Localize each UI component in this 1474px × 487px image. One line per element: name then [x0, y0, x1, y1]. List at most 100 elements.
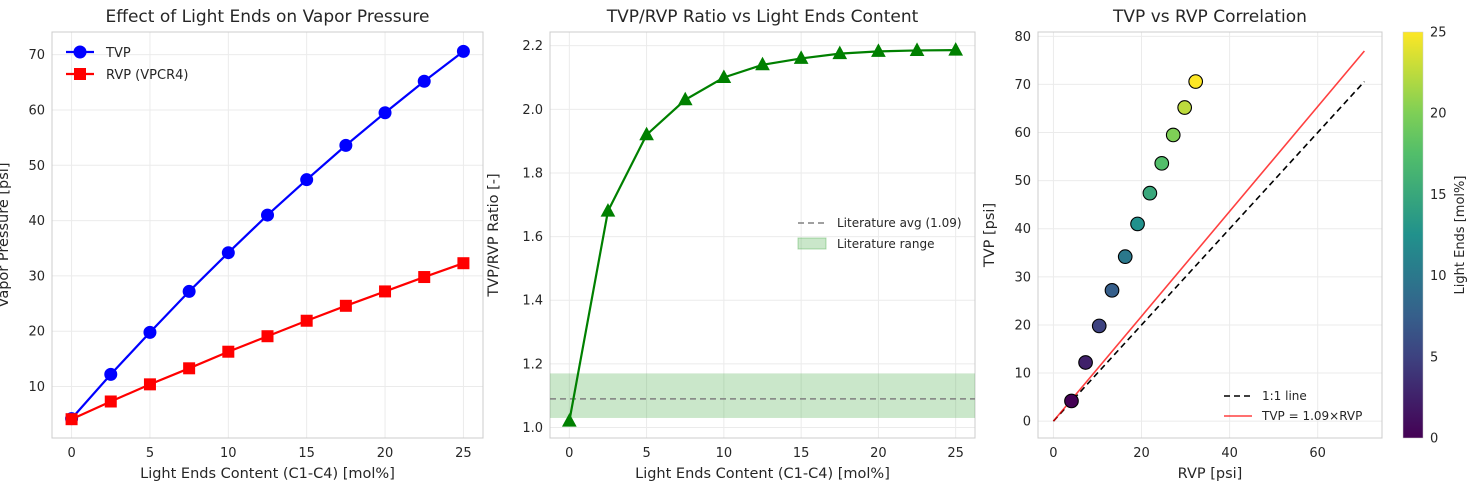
scatter-point: [1064, 393, 1079, 409]
scatter-point: [1104, 282, 1120, 298]
ratio-point: [832, 45, 848, 60]
y-tick-label: 1.0: [522, 421, 543, 436]
colorbar-tick-label: 20: [1430, 107, 1447, 122]
rvp-point: [65, 413, 78, 426]
y-tick-label: 60: [1014, 126, 1031, 141]
colorbar-bar: [1402, 31, 1424, 439]
fit-line: [1052, 50, 1365, 422]
ratio-point: [948, 42, 964, 56]
scatter-point: [1188, 74, 1204, 89]
y-tick-label: 50: [1014, 174, 1031, 189]
y-tick-label: 30: [28, 269, 45, 284]
y-tick-label: 0: [1023, 415, 1031, 430]
tvp-point: [339, 138, 353, 152]
tvp-point: [104, 367, 118, 381]
scatter-point: [1078, 355, 1093, 370]
scatter-point: [1165, 127, 1181, 143]
ratio-point: [909, 42, 925, 56]
legend: 1:1 line TVP = 1.09×RVP: [1224, 389, 1362, 423]
colorbar: 0 5 10 15 20 25 Light Ends [mol%]: [1402, 26, 1468, 447]
legend-label: Literature range: [837, 237, 934, 251]
tvp-point: [182, 284, 196, 298]
x-axis-label: Light Ends Content (C1-C4) [mol%]: [140, 466, 395, 482]
x-tick-label: 5: [642, 446, 650, 461]
x-tick-label: 15: [298, 446, 315, 461]
rvp-point: [457, 257, 470, 270]
x-tick-label: 15: [793, 446, 810, 461]
tvp-point: [378, 106, 392, 120]
rvp-point: [300, 314, 313, 327]
one-to-one-line: [1052, 81, 1365, 422]
x-tick-label: 20: [870, 446, 887, 461]
plot-frame: [549, 31, 976, 439]
x-tick-label: 0: [67, 446, 75, 461]
y-tick-label: 50: [28, 159, 45, 174]
colorbar-label: Light Ends [mol%]: [1453, 176, 1468, 295]
y-axis-label: TVP [psi]: [982, 203, 998, 268]
y-tick-label: 40: [28, 214, 45, 229]
colorbar-tick-label: 5: [1430, 350, 1438, 365]
y-tick-label: 80: [1014, 30, 1031, 45]
legend: TVP RVP (VPCR4): [66, 45, 188, 83]
plot-frame: [1037, 31, 1383, 439]
y-axis-label: Vapor Pressure [psi]: [0, 163, 12, 308]
x-tick-label: 40: [1221, 446, 1238, 461]
legend-label: 1:1 line: [1262, 389, 1307, 403]
y-tick-label: 70: [1014, 78, 1031, 93]
x-tick-label: 0: [1049, 446, 1057, 461]
y-tick-label: 10: [1014, 367, 1031, 382]
legend-label: Literature avg (1.09): [837, 216, 962, 230]
y-tick-label: 1.2: [522, 357, 543, 372]
y-tick-label: 1.4: [522, 294, 543, 309]
tvp-point: [261, 208, 274, 222]
axes-3: 0 20 40 60 0 10 20 30 40 50 60 70 80 TVP vs RVP Corre…: [982, 7, 1383, 482]
ratio-point: [755, 56, 770, 71]
ratio-point: [871, 43, 886, 57]
ratio-point: [677, 91, 693, 106]
legend-marker: [73, 45, 87, 59]
colorbar-tick-label: 15: [1430, 188, 1447, 203]
legend-label: TVP: [105, 46, 131, 61]
x-tick-label: 0: [565, 446, 573, 461]
ratio-point: [793, 50, 809, 64]
y-axis-label: TVP/RVP Ratio [-]: [486, 173, 502, 297]
x-tick-label: 5: [146, 446, 154, 461]
axes-2: 0 5 10 15 20 25 1.0 1.2 1.4 1.6 1.8 2.0 2.2 TVP/RVP R…: [486, 7, 976, 482]
ratio-point: [561, 413, 577, 427]
y-tick-label: 30: [1014, 270, 1031, 285]
scatter-point: [1154, 155, 1170, 171]
legend-label: TVP = 1.09×RVP: [1261, 409, 1362, 423]
colorbar-tick-label: 25: [1430, 26, 1447, 41]
scatter-point: [1091, 318, 1107, 334]
scatter-point: [1117, 249, 1133, 264]
rvp-point: [339, 299, 352, 312]
rvp-point: [261, 330, 274, 343]
x-tick-label: 25: [947, 446, 964, 461]
x-tick-label: 10: [220, 446, 237, 461]
rvp-point: [183, 362, 196, 375]
chart-title: TVP/RVP Ratio vs Light Ends Content: [606, 7, 919, 27]
ratio-point: [639, 126, 654, 141]
rvp-point: [379, 285, 392, 298]
legend-marker: [74, 68, 86, 80]
y-tick-label: 40: [1014, 222, 1031, 237]
y-tick-label: 70: [28, 48, 45, 63]
x-axis-label: RVP [psi]: [1178, 466, 1243, 482]
ratio-point: [600, 203, 616, 217]
scatter-point: [1177, 100, 1193, 115]
rvp-point: [418, 271, 431, 284]
legend: Literature avg (1.09) Literature range: [797, 216, 962, 251]
series-line-tvp: [70, 50, 465, 420]
y-tick-label: 60: [28, 103, 45, 118]
x-tick-label: 20: [377, 446, 394, 461]
literature-range-band: [550, 373, 975, 418]
tvp-point: [221, 246, 235, 260]
y-tick-label: 20: [1014, 318, 1031, 333]
colorbar-tick-label: 10: [1430, 269, 1447, 284]
x-tick-label: 25: [455, 446, 472, 461]
x-tick-label: 60: [1309, 446, 1326, 461]
y-tick-label: 2.0: [522, 103, 543, 118]
colorbar-tick-label: 0: [1430, 432, 1438, 447]
scatter-point: [1142, 185, 1158, 201]
